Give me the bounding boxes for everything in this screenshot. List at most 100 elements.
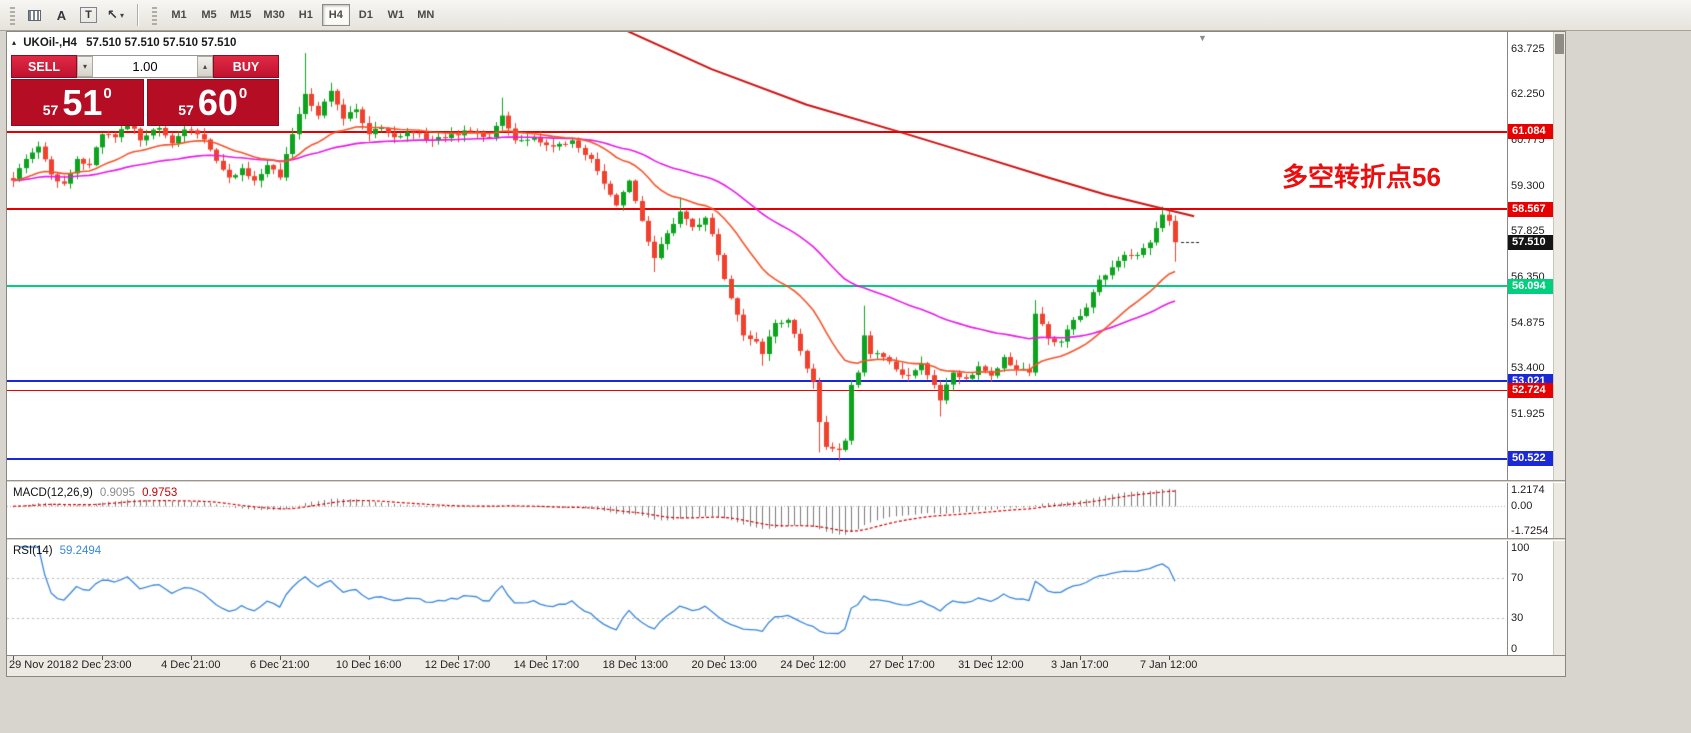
ohlc-values: 57.510 57.510 57.510 57.510 (86, 37, 237, 49)
macd-panel-canvas[interactable] (7, 483, 1507, 538)
macd-axis-label: 0.00 (1511, 500, 1533, 513)
rsi-axis-label: 100 (1511, 542, 1530, 554)
price-level-tag: 56.094 (1508, 278, 1553, 294)
time-axis-label: 24 Dec 12:00 (780, 659, 846, 671)
rsi-axis-label: 30 (1511, 612, 1524, 625)
timeframe-button-mn[interactable]: MN (412, 4, 440, 26)
time-axis (7, 655, 1565, 676)
time-axis-tick (101, 656, 103, 660)
price-level-tag: 61.084 (1508, 124, 1553, 140)
volume-spinner: ▾ ▴ (77, 55, 213, 78)
price-level-tag: 52.724 (1508, 382, 1553, 398)
time-axis-tick (546, 656, 548, 660)
toolbar-separator (137, 4, 138, 26)
rsi-axis-label: 0 (1511, 643, 1518, 655)
price-axis-separator (1507, 32, 1508, 655)
new-chart-button[interactable] (22, 3, 47, 27)
time-axis-label: 3 Jan 17:00 (1051, 659, 1109, 671)
price-level-tag: 58.567 (1508, 201, 1553, 217)
text-label-icon: T (80, 7, 97, 23)
y-axis-label: 57.825 (1511, 225, 1545, 238)
volume-input[interactable] (93, 56, 197, 77)
timeframe-toolbar-grip[interactable] (152, 5, 157, 25)
buy-price-point: 0 (238, 85, 248, 102)
chart-scrollbar[interactable] (1553, 32, 1565, 655)
y-axis-label: 54.875 (1511, 316, 1545, 329)
timeframe-button-h4[interactable]: H4 (321, 4, 350, 26)
time-axis-tick (724, 656, 726, 660)
time-axis-tick (190, 656, 192, 660)
chart-shift-marker[interactable]: ▼ (1198, 33, 1207, 43)
macd-label: MACD(12,26,9) 0.9095 0.9753 (13, 487, 177, 499)
y-axis-label: 63.725 (1511, 42, 1545, 55)
toolbar-grip[interactable] (10, 5, 15, 25)
time-axis-label: 27 Dec 17:00 (869, 659, 935, 671)
timeframe-button-w1[interactable]: W1 (382, 4, 410, 26)
one-click-trading-panel: SELL ▾ ▴ BUY 57 51 0 57 60 0 (11, 55, 279, 126)
symbol-period-label: UKOil-,H4 (23, 37, 77, 49)
timeframe-toolbar: M1 M5 M15 M30 H1 H4 D1 W1 MN (164, 4, 441, 26)
time-axis-label: 10 Dec 16:00 (335, 659, 402, 671)
volume-increase-button[interactable]: ▴ (197, 56, 213, 77)
sell-price-major: 57 (42, 102, 59, 118)
y-axis-label: 62.250 (1511, 88, 1545, 101)
time-axis-tick (457, 656, 459, 660)
time-axis-label: 20 Dec 13:00 (691, 659, 757, 671)
time-axis-label: 2 Dec 23:00 (72, 659, 132, 671)
macd-main-value: 0.9095 (99, 487, 136, 499)
buy-price-pips: 60 (197, 81, 238, 123)
y-axis-label: 59.300 (1511, 179, 1545, 192)
rsi-axis-label: 70 (1511, 571, 1524, 584)
chart-scrollbar-thumb[interactable] (1555, 34, 1564, 54)
toolbar: A T ↖ ▾ M1 M5 M15 M30 H1 H4 D1 W1 MN (0, 0, 1691, 31)
time-axis-label: 7 Jan 12:00 (1139, 659, 1198, 671)
chart-symbol-title: ▴ UKOil-,H4 57.510 57.510 57.510 57.510 (12, 37, 236, 49)
rsi-label: RSI(14) 59.2494 (13, 545, 101, 557)
sell-quote[interactable]: 57 51 0 (11, 79, 144, 126)
time-axis-tick (902, 656, 903, 660)
text-label-tool-button[interactable]: T (76, 3, 101, 27)
time-axis-tick (279, 656, 281, 660)
timeframe-button-m1[interactable]: M1 (165, 4, 193, 26)
sell-button[interactable]: SELL (11, 55, 77, 78)
rsi-panel-divider[interactable] (7, 538, 1565, 541)
timeframe-button-m15[interactable]: M15 (225, 4, 256, 26)
time-axis-tick (813, 656, 815, 660)
rsi-panel-canvas[interactable] (7, 541, 1507, 655)
buy-quote[interactable]: 57 60 0 (146, 79, 279, 126)
buy-price-major: 57 (178, 102, 194, 118)
cursor-icon: ↖ (107, 7, 118, 22)
time-axis-label: 18 Dec 13:00 (602, 659, 669, 671)
y-axis-label: 53.400 (1511, 362, 1545, 375)
chart-grid-icon (28, 9, 41, 21)
draw-tools-button[interactable]: ↖ ▾ (103, 3, 128, 27)
macd-signal-value: 0.9753 (142, 487, 178, 499)
macd-panel-divider[interactable] (7, 480, 1565, 483)
rsi-value: 59.2494 (59, 545, 102, 557)
time-axis-tick (635, 656, 637, 660)
macd-axis-label: 1.2174 (1511, 484, 1545, 496)
time-axis-tick (13, 656, 14, 660)
current-price-tag: 57.510 (1508, 234, 1553, 250)
annotation-text[interactable]: 多空转折点56 (1282, 162, 1441, 192)
timeframe-button-m5[interactable]: M5 (195, 4, 223, 26)
sell-price-point: 0 (103, 85, 112, 102)
time-axis-label: 6 Dec 21:00 (250, 659, 310, 671)
timeframe-button-m30[interactable]: M30 (258, 4, 289, 26)
price-level-tag: 50.522 (1508, 451, 1553, 467)
time-axis-tick (1079, 656, 1081, 660)
time-axis-label: 29 Nov 2018 (9, 659, 72, 671)
time-axis-tick (990, 656, 992, 660)
volume-decrease-button[interactable]: ▾ (77, 56, 93, 77)
y-axis-label: 51.925 (1511, 408, 1545, 421)
time-axis-tick (368, 656, 370, 660)
time-axis-label: 31 Dec 12:00 (958, 659, 1024, 671)
timeframe-button-d1[interactable]: D1 (352, 4, 380, 26)
time-axis-label: 12 Dec 17:00 (424, 659, 491, 671)
buy-button[interactable]: BUY (213, 55, 279, 78)
timeframe-button-h1[interactable]: H1 (292, 4, 320, 26)
font-tool-button[interactable]: A (49, 3, 74, 27)
caret-down-icon: ▾ (119, 10, 124, 20)
macd-name: MACD(12,26,9) (13, 487, 93, 499)
